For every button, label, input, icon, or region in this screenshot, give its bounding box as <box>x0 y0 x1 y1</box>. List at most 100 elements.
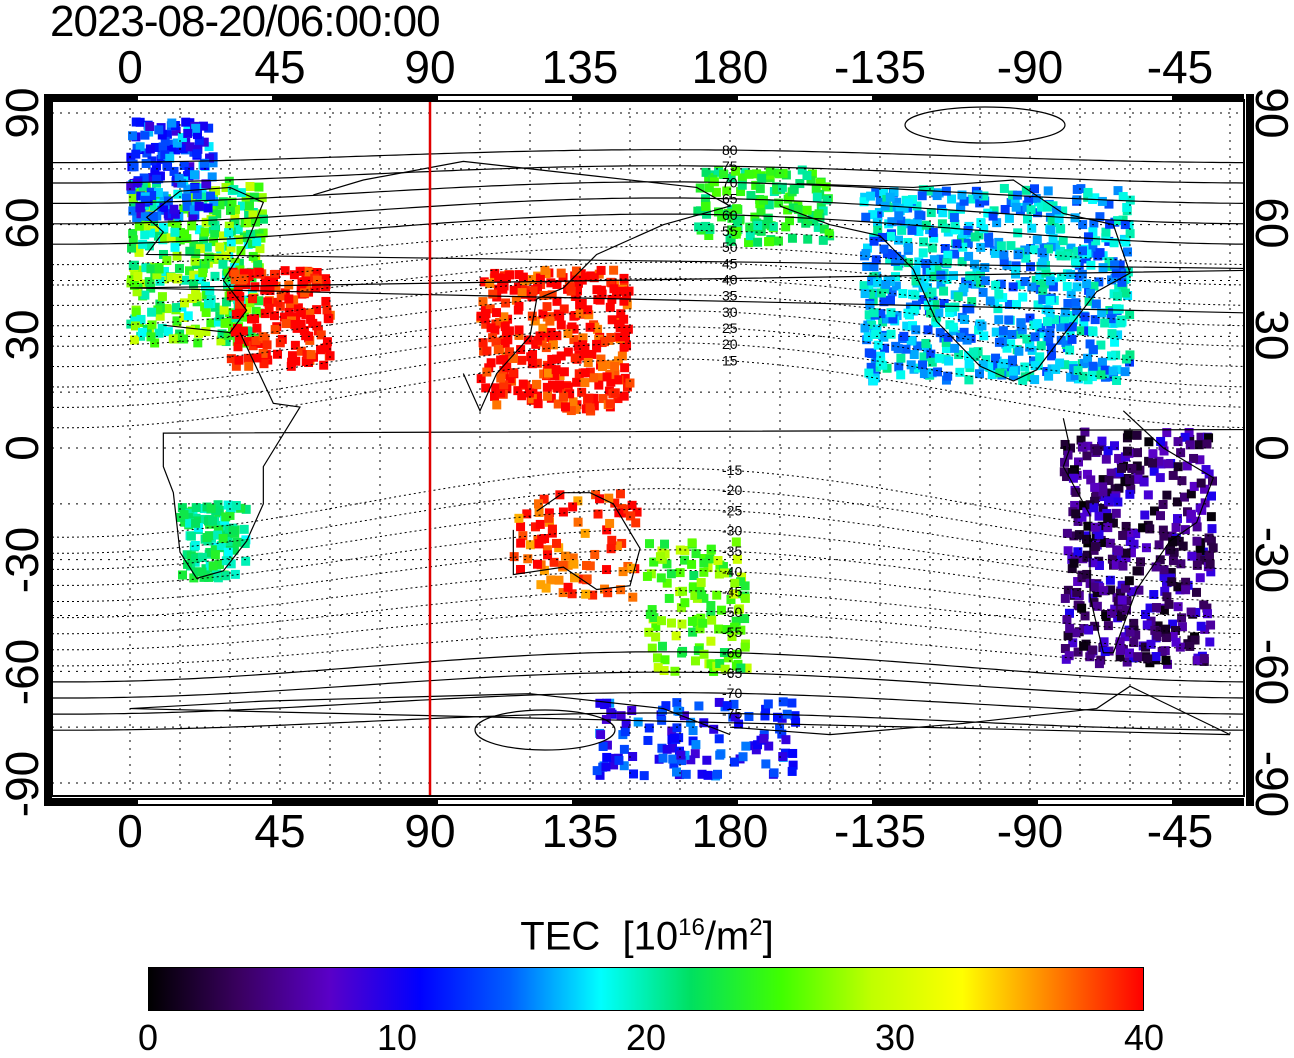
right-latitude-tick: 90 <box>1249 87 1294 138</box>
tec-pixel <box>861 249 870 258</box>
tec-pixel <box>928 288 937 297</box>
tec-pixel <box>1130 540 1139 549</box>
tec-pixel <box>1118 562 1127 571</box>
tec-pixel <box>886 296 895 305</box>
tec-pixel <box>677 649 686 658</box>
tec-pixel <box>127 244 136 253</box>
tec-pixel <box>1155 540 1164 549</box>
colorbar <box>148 967 1144 1011</box>
tec-pixel <box>211 550 220 559</box>
tec-pixel <box>1161 625 1170 634</box>
tec-pixel <box>175 264 184 273</box>
tec-pixel <box>894 236 903 245</box>
tec-pixel <box>1162 491 1171 500</box>
tec-pixel <box>1091 542 1100 551</box>
tec-pixel <box>546 575 555 584</box>
tec-pixel <box>221 319 230 328</box>
tec-pixel <box>488 333 497 342</box>
tec-pixel <box>1276 187 1285 196</box>
tec-pixel <box>1164 459 1173 468</box>
tec-pixel <box>765 237 774 246</box>
magnetic-latitude-label: -20 <box>722 482 742 498</box>
tec-pixel <box>614 756 623 765</box>
tec-pixel <box>712 591 721 600</box>
tec-pixel <box>284 294 293 303</box>
top-longitude-tick: 180 <box>692 44 769 90</box>
tec-pixel <box>672 631 681 640</box>
tec-pixel <box>131 150 140 159</box>
tec-pixel <box>208 517 217 526</box>
tec-pixel <box>625 379 634 388</box>
tec-pixel <box>582 561 591 570</box>
tec-pixel <box>687 560 696 569</box>
tec-region-south-africa <box>176 500 251 582</box>
tec-pixel <box>1125 648 1134 657</box>
tec-pixel <box>1098 482 1107 491</box>
tec-pixel <box>233 324 242 333</box>
tec-pixel <box>1092 299 1101 308</box>
tec-pixel <box>589 373 598 382</box>
tec-pixel <box>597 266 606 275</box>
bottom-longitude-tick: 180 <box>692 808 769 854</box>
tec-pixel <box>1273 170 1282 179</box>
tec-pixel <box>609 266 618 275</box>
tec-pixel <box>167 119 176 128</box>
tec-pixel <box>496 389 505 398</box>
tec-pixel <box>142 159 151 168</box>
tec-pixel <box>239 274 248 283</box>
tec-pixel <box>162 256 171 265</box>
frame-edge-gap <box>738 800 872 804</box>
tec-pixel <box>1280 143 1289 152</box>
tec-pixel <box>1281 181 1290 190</box>
tec-pixel <box>803 206 812 215</box>
tec-pixel <box>149 212 158 221</box>
tec-pixel <box>1167 577 1176 586</box>
tec-pixel <box>631 518 640 527</box>
tec-pixel <box>914 210 923 219</box>
tec-pixel <box>813 193 822 202</box>
tec-pixel <box>1169 556 1178 565</box>
tec-pixel <box>133 272 142 281</box>
tec-pixel <box>1038 287 1047 296</box>
tec-pixel <box>706 601 715 610</box>
tec-pixel <box>171 243 180 252</box>
tec-pixel <box>803 235 812 244</box>
tec-pixel <box>553 384 562 393</box>
tec-pixel <box>514 302 523 311</box>
tec-pixel <box>190 184 199 193</box>
tec-pixel <box>1009 367 1018 376</box>
tec-pixel <box>910 305 919 314</box>
tec-pixel <box>969 348 978 357</box>
tec-pixel <box>663 745 672 754</box>
tec-pixel <box>547 328 556 337</box>
tec-pixel <box>1187 608 1196 617</box>
tec-pixel <box>159 223 168 232</box>
tec-pixel <box>1095 512 1104 521</box>
tec-pixel <box>136 118 145 127</box>
tec-pixel <box>871 330 880 339</box>
tec-pixel <box>1038 248 1047 257</box>
frame-edge-gap <box>738 96 872 100</box>
tec-pixel <box>1125 490 1134 499</box>
tec-pixel <box>781 222 790 231</box>
tec-pixel <box>561 402 570 411</box>
tec-pixel <box>557 269 566 278</box>
tec-pixel <box>677 620 686 629</box>
frame-edge-gap <box>138 800 272 804</box>
tec-pixel <box>158 292 167 301</box>
tec-pixel <box>211 272 220 281</box>
tec-pixel <box>802 171 811 180</box>
tec-pixel <box>949 323 958 332</box>
tec-pixel <box>610 362 619 371</box>
tec-pixel <box>607 536 616 545</box>
tec-pixel <box>147 320 156 329</box>
tec-pixel <box>1014 347 1023 356</box>
tec-pixel <box>548 525 557 534</box>
tec-pixel <box>1140 511 1149 520</box>
tec-pixel <box>581 590 590 599</box>
tec-pixel <box>1276 146 1285 155</box>
tec-pixel <box>1193 561 1202 570</box>
tec-region-north-america <box>860 184 1135 385</box>
colorbar-unit-end: ] <box>763 914 774 958</box>
tec-pixel <box>219 534 228 543</box>
